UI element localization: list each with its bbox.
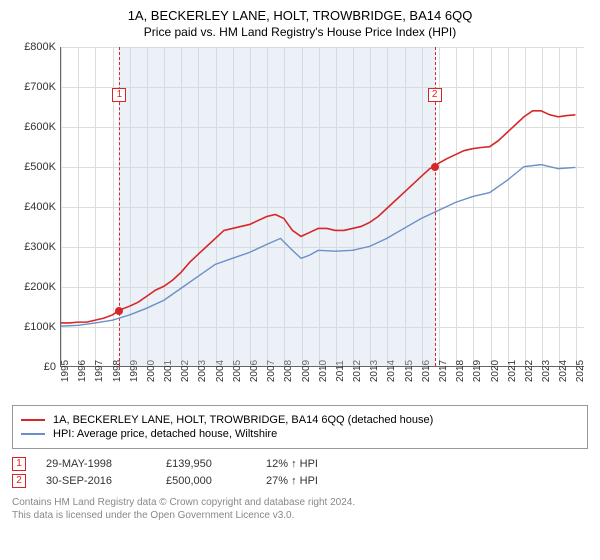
y-tick-label: £800K: [24, 41, 56, 53]
legend-swatch: [21, 419, 45, 421]
y-tick-label: £700K: [24, 81, 56, 93]
y-tick-label: £200K: [24, 281, 56, 293]
y-tick-label: £500K: [24, 161, 56, 173]
chart-container: 1A, BECKERLEY LANE, HOLT, TROWBRIDGE, BA…: [0, 0, 600, 534]
sale-date: 30-SEP-2016: [46, 475, 146, 487]
y-tick-label: £0: [44, 361, 56, 373]
sale-row: 2 30-SEP-2016 £500,000 27% ↑ HPI: [12, 474, 588, 488]
legend-label: HPI: Average price, detached house, Wilt…: [53, 428, 277, 440]
y-tick-label: £600K: [24, 121, 56, 133]
legend-item: HPI: Average price, detached house, Wilt…: [21, 428, 579, 440]
chart-title: 1A, BECKERLEY LANE, HOLT, TROWBRIDGE, BA…: [12, 8, 588, 23]
sale-price: £500,000: [166, 475, 246, 487]
x-axis: 1995199619971998199920002001200220032004…: [60, 367, 584, 397]
y-tick-label: £300K: [24, 241, 56, 253]
line-layer: [61, 47, 584, 366]
y-axis: £0£100K£200K£300K£400K£500K£600K£700K£80…: [12, 47, 60, 367]
sale-marker-badge: 1: [12, 457, 26, 471]
sale-marker-dot: [115, 307, 123, 315]
sale-hpi: 27% ↑ HPI: [266, 475, 346, 487]
chart-subtitle: Price paid vs. HM Land Registry's House …: [12, 25, 588, 39]
legend: 1A, BECKERLEY LANE, HOLT, TROWBRIDGE, BA…: [12, 405, 588, 449]
sale-marker-dot: [431, 163, 439, 171]
legend-swatch: [21, 433, 45, 435]
legend-label: 1A, BECKERLEY LANE, HOLT, TROWBRIDGE, BA…: [53, 414, 433, 426]
sales-table: 1 29-MAY-1998 £139,950 12% ↑ HPI 2 30-SEP-201…: [12, 457, 588, 488]
sale-hpi: 12% ↑ HPI: [266, 458, 346, 470]
plot-area: 12: [60, 47, 584, 367]
sale-marker-label: 2: [428, 88, 442, 102]
sale-marker-badge: 2: [12, 474, 26, 488]
sale-marker-label: 1: [112, 88, 126, 102]
attribution: Contains HM Land Registry data © Crown c…: [12, 496, 588, 522]
sale-price: £139,950: [166, 458, 246, 470]
sale-row: 1 29-MAY-1998 £139,950 12% ↑ HPI: [12, 457, 588, 471]
chart-area: £0£100K£200K£300K£400K£500K£600K£700K£80…: [12, 47, 588, 397]
attribution-line: This data is licensed under the Open Gov…: [12, 509, 588, 522]
attribution-line: Contains HM Land Registry data © Crown c…: [12, 496, 588, 509]
sale-date: 29-MAY-1998: [46, 458, 146, 470]
y-tick-label: £400K: [24, 201, 56, 213]
series-price_paid: [61, 111, 575, 323]
y-tick-label: £100K: [24, 321, 56, 333]
legend-item: 1A, BECKERLEY LANE, HOLT, TROWBRIDGE, BA…: [21, 414, 579, 426]
